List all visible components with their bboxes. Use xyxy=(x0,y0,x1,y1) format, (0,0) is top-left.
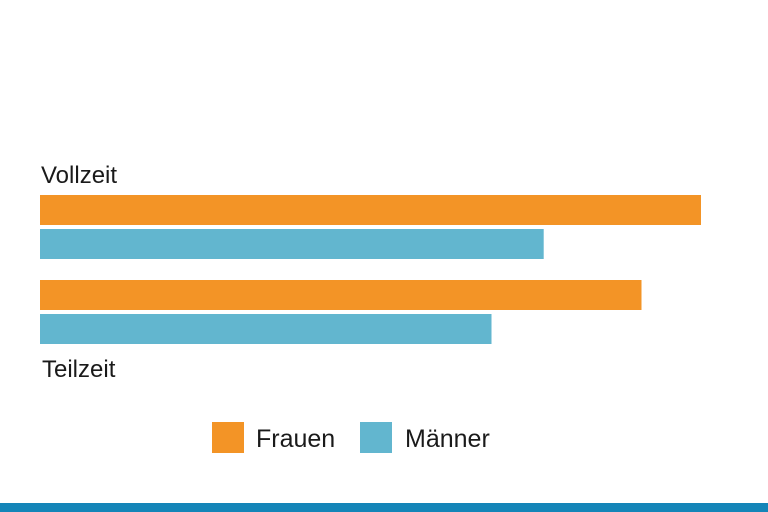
bar-teilzeit-maenner xyxy=(40,314,492,344)
bottom-accent-bar xyxy=(0,503,768,512)
legend-label-maenner: Männer xyxy=(405,425,490,453)
legend: Frauen Männer xyxy=(212,422,490,453)
legend-swatch-frauen xyxy=(212,422,244,453)
legend-swatch-maenner xyxy=(360,422,392,453)
category-label-teilzeit: Teilzeit xyxy=(42,356,116,383)
legend-label-frauen: Frauen xyxy=(256,425,335,453)
category-label-vollzeit: Vollzeit xyxy=(41,162,117,189)
bar-vollzeit-maenner xyxy=(40,229,544,259)
bar-vollzeit-frauen xyxy=(40,195,701,225)
bar-teilzeit-frauen xyxy=(40,280,642,310)
bar-chart: Vollzeit Teilzeit Frauen Männer xyxy=(40,162,701,453)
